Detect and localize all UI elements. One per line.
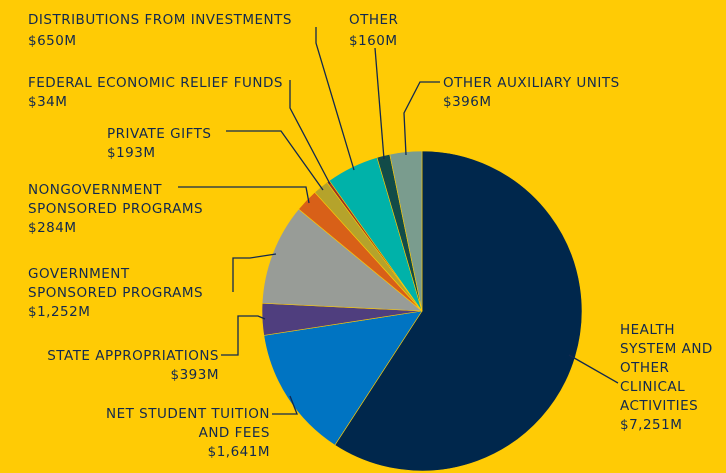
slice-label-7: DISTRIBUTIONS FROM INVESTMENTS $650M bbox=[28, 12, 292, 49]
slice-label-line: SPONSORED PROGRAMS bbox=[28, 285, 203, 301]
slice-label-0: HEALTH SYSTEM AND OTHER CLINICAL ACTIVITIES $… bbox=[620, 322, 713, 433]
slice-label-line: NET STUDENT TUITION bbox=[106, 406, 270, 422]
slice-labels: HEALTH SYSTEM AND OTHER CLINICAL ACTIVITIES $… bbox=[28, 12, 713, 460]
slice-label-3: GOVERNMENT SPONSORED PROGRAMS $1,252M bbox=[28, 266, 203, 320]
leader-line-0 bbox=[568, 354, 619, 384]
leader-line-8 bbox=[374, 47, 385, 160]
leader-line-9 bbox=[403, 81, 440, 156]
slice-label-5: PRIVATE GIFTS $193M bbox=[107, 126, 211, 161]
slice-value-label: $393M bbox=[170, 367, 219, 383]
slice-label-line: SPONSORED PROGRAMS bbox=[28, 201, 203, 217]
slice-label-line: SYSTEM AND bbox=[620, 341, 713, 357]
slice-value-label: $650M bbox=[28, 33, 77, 49]
slice-label-line: CLINICAL bbox=[620, 379, 685, 395]
slice-label-line: AND FEES bbox=[199, 425, 270, 441]
pie-slice-1 bbox=[263, 310, 423, 446]
leader-line-1 bbox=[272, 395, 298, 415]
pie-slices bbox=[261, 150, 583, 472]
slice-label-line: GOVERNMENT bbox=[28, 266, 130, 282]
slice-label-9: OTHER AUXILIARY UNITS $396M bbox=[443, 75, 620, 110]
slice-label-line: HEALTH bbox=[620, 322, 675, 338]
slice-label-line: DISTRIBUTIONS FROM INVESTMENTS bbox=[28, 12, 292, 28]
leader-lines bbox=[178, 27, 619, 415]
slice-value-label: $34M bbox=[28, 94, 67, 110]
leader-line-4 bbox=[178, 186, 310, 204]
slice-label-2: STATE APPROPRIATIONS $393M bbox=[47, 348, 219, 383]
slice-label-line: STATE APPROPRIATIONS bbox=[47, 348, 219, 364]
leader-line-2 bbox=[221, 315, 266, 356]
slice-label-4: NONGOVERNMENT SPONSORED PROGRAMS $284M bbox=[28, 182, 203, 236]
leader-line-7 bbox=[315, 27, 355, 171]
slice-value-label: $396M bbox=[443, 94, 492, 110]
slice-value-label: $193M bbox=[107, 145, 156, 161]
slice-label-line: PRIVATE GIFTS bbox=[107, 126, 211, 142]
slice-value-label: $160M bbox=[349, 33, 398, 49]
leader-line-6 bbox=[289, 80, 331, 185]
slice-label-line: OTHER bbox=[349, 12, 398, 28]
slice-value-label: $1,641M bbox=[208, 444, 270, 460]
slice-label-6: FEDERAL ECONOMIC RELIEF FUNDS $34M bbox=[28, 75, 283, 110]
slice-label-1: NET STUDENT TUITION AND FEES $1,641M bbox=[106, 406, 270, 460]
slice-value-label: $284M bbox=[28, 220, 77, 236]
leader-line-3 bbox=[232, 253, 277, 292]
slice-label-line: OTHER AUXILIARY UNITS bbox=[443, 75, 620, 91]
slice-label-line: ACTIVITIES bbox=[620, 398, 698, 414]
slice-label-line: FEDERAL ECONOMIC RELIEF FUNDS bbox=[28, 75, 283, 91]
pie-slice-0 bbox=[334, 150, 583, 472]
slice-label-line: OTHER bbox=[620, 360, 669, 376]
slice-value-label: $1,252M bbox=[28, 304, 90, 320]
slice-value-label: $7,251M bbox=[620, 417, 682, 433]
leader-line-5 bbox=[226, 130, 324, 191]
pie-slice-3 bbox=[261, 208, 423, 312]
slice-label-line: NONGOVERNMENT bbox=[28, 182, 162, 198]
slice-label-8: OTHER $160M bbox=[349, 12, 398, 49]
